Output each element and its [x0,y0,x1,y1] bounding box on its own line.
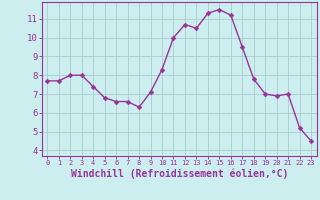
X-axis label: Windchill (Refroidissement éolien,°C): Windchill (Refroidissement éolien,°C) [70,169,288,179]
